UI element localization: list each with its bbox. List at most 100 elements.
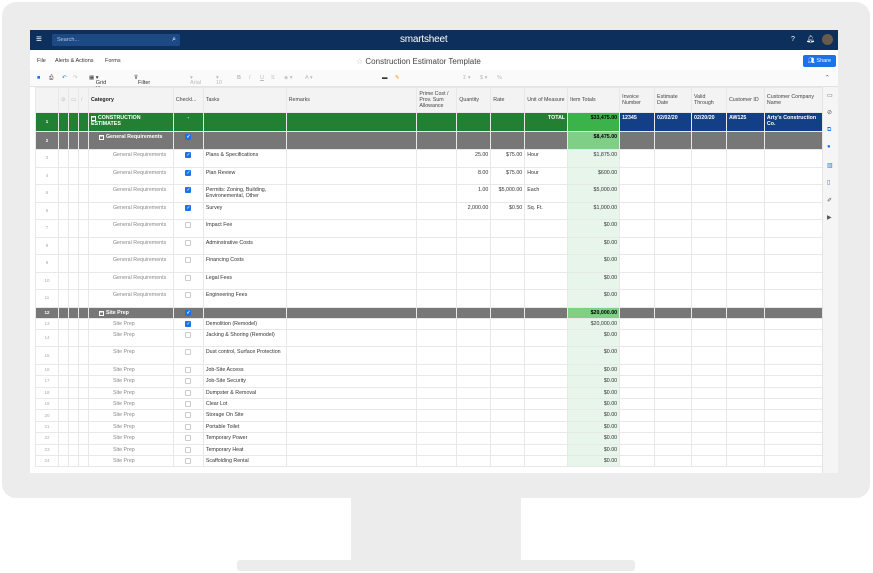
column-header-estimate-date[interactable]: Estimate Date (654, 87, 692, 113)
checklist-cell[interactable] (172, 455, 204, 468)
rate-cell[interactable] (490, 409, 526, 422)
column-header-customer-id[interactable]: Customer ID (725, 87, 765, 113)
column-header-rate[interactable]: Rate (490, 87, 526, 113)
checklist-cell[interactable] (172, 443, 204, 457)
estimate-date-cell[interactable] (654, 398, 692, 411)
customer-id-cell[interactable] (725, 386, 765, 400)
customer-id-cell[interactable] (725, 201, 765, 220)
quantity-cell[interactable] (456, 329, 492, 348)
unit-cell[interactable] (524, 432, 569, 445)
customer-id-cell[interactable] (725, 219, 765, 238)
activity-icon[interactable]: ● (827, 144, 831, 150)
category-cell[interactable]: Site Prep (87, 346, 174, 365)
estimate-date-cell[interactable] (654, 420, 692, 434)
category-cell[interactable]: General Requirements (87, 219, 174, 238)
quantity-cell[interactable] (456, 346, 492, 365)
checkbox-unchecked[interactable] (185, 458, 192, 465)
valid-through-cell[interactable] (691, 219, 727, 238)
quantity-cell[interactable] (456, 236, 492, 255)
item-total-cell[interactable]: $8,475.00 (567, 131, 621, 150)
prime-cost-cell[interactable] (416, 112, 458, 132)
task-cell[interactable]: Clear Lot (202, 398, 287, 411)
company-cell[interactable] (763, 443, 824, 457)
task-cell[interactable]: Legal Fees (202, 271, 287, 290)
valid-through-cell[interactable] (691, 346, 727, 365)
invoice-cell[interactable] (619, 236, 656, 255)
checkbox-unchecked[interactable] (185, 446, 192, 453)
invoice-cell[interactable] (619, 375, 656, 388)
estimate-date-cell[interactable] (654, 432, 692, 445)
checklist-cell[interactable] (172, 375, 204, 388)
valid-through-cell[interactable] (691, 409, 727, 422)
rate-cell[interactable] (490, 363, 526, 377)
company-cell[interactable] (763, 306, 824, 319)
category-cell[interactable]: General Requirements (87, 236, 174, 255)
sum-icon[interactable]: Σ ▾ (463, 75, 471, 81)
section-row[interactable]: 12 − Site Prep ✓ $20,000.00 (35, 306, 824, 319)
item-total-cell[interactable]: $0.00 (567, 329, 621, 348)
checklist-cell[interactable]: ✓ (172, 201, 204, 220)
prime-cost-cell[interactable] (416, 236, 458, 255)
company-cell[interactable] (763, 329, 824, 348)
collapse-icon[interactable]: − (98, 134, 104, 140)
customer-id-cell[interactable] (725, 375, 765, 388)
valid-through-cell[interactable] (691, 236, 727, 255)
task-cell[interactable]: Plan Review (202, 166, 287, 185)
checklist-cell[interactable]: ✓ (172, 317, 204, 331)
prime-cost-cell[interactable] (416, 149, 458, 168)
invoice-cell[interactable]: 12345 (619, 112, 656, 132)
category-cell[interactable]: − CONSTRUCTION ESTIMATES (87, 112, 174, 132)
rate-cell[interactable] (490, 306, 526, 319)
category-cell[interactable]: − Site Prep (87, 306, 174, 319)
table-row[interactable]: 13 Site Prep ✓ Demolition (Remodel) $20,000.… (35, 317, 824, 331)
item-total-cell[interactable]: $0.00 (567, 271, 621, 290)
table-row[interactable]: 22 Site Prep Temporary Power $0.00 (35, 432, 824, 445)
checkbox-unchecked[interactable] (185, 435, 192, 442)
column-header-item-totals[interactable]: Item Totals (567, 87, 621, 113)
task-cell[interactable]: Job-Site Security (202, 375, 287, 388)
checkbox-unchecked[interactable] (185, 332, 192, 339)
item-total-cell[interactable]: $20,000.00 (567, 306, 621, 319)
invoice-cell[interactable] (619, 219, 656, 238)
item-total-cell[interactable]: $0.00 (567, 386, 621, 400)
checklist-cell[interactable]: - (172, 112, 204, 132)
category-cell[interactable]: Site Prep (87, 317, 174, 331)
prime-cost-cell[interactable] (416, 166, 458, 185)
valid-through-cell[interactable] (691, 329, 727, 348)
remarks-cell[interactable] (285, 363, 418, 377)
remarks-cell[interactable] (285, 455, 418, 468)
prime-cost-cell[interactable] (416, 329, 458, 348)
valid-through-cell[interactable] (691, 271, 727, 290)
table-row[interactable]: 14 Site Prep Jacking & Shoring (Remodel) $0… (35, 329, 824, 348)
prime-cost-cell[interactable] (416, 432, 458, 445)
estimate-date-cell[interactable] (654, 409, 692, 422)
rate-cell[interactable] (490, 236, 526, 255)
invoice-cell[interactable] (619, 201, 656, 220)
quantity-cell[interactable] (456, 409, 492, 422)
estimate-date-cell[interactable] (654, 317, 692, 331)
category-cell[interactable]: Site Prep (87, 443, 174, 457)
section-row[interactable]: 2 − General Requirements ✓ $8,475.00 (35, 131, 824, 150)
category-cell[interactable]: Site Prep (87, 329, 174, 348)
remarks-cell[interactable] (285, 219, 418, 238)
item-total-cell[interactable]: $0.00 (567, 455, 621, 468)
valid-through-cell[interactable] (691, 363, 727, 377)
company-cell[interactable] (763, 409, 824, 422)
remarks-cell[interactable] (285, 386, 418, 400)
invoice-cell[interactable] (619, 289, 656, 308)
remarks-cell[interactable] (285, 236, 418, 255)
column-header-category[interactable]: Category (87, 87, 174, 113)
item-total-cell[interactable]: $20,000.00 (567, 317, 621, 331)
remarks-cell[interactable] (285, 420, 418, 434)
menu-forms[interactable]: Forms (105, 58, 121, 64)
invoice-cell[interactable] (619, 131, 656, 150)
customer-id-cell[interactable] (725, 271, 765, 290)
unit-cell[interactable] (524, 254, 569, 273)
company-cell[interactable] (763, 455, 824, 468)
project-row[interactable]: 1 − CONSTRUCTION ESTIMATES - TOTAL $33,475.00… (35, 112, 824, 132)
unit-cell[interactable]: Sq. Ft. (524, 201, 569, 220)
remarks-cell[interactable] (285, 443, 418, 457)
item-total-cell[interactable]: $600.00 (567, 166, 621, 185)
invoice-cell[interactable] (619, 271, 656, 290)
customer-id-cell[interactable] (725, 289, 765, 308)
